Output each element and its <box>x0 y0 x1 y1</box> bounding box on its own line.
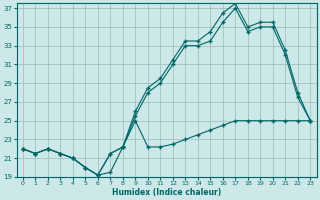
X-axis label: Humidex (Indice chaleur): Humidex (Indice chaleur) <box>112 188 221 197</box>
